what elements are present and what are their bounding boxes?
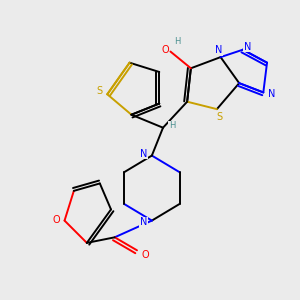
Text: H: H bbox=[169, 122, 176, 130]
Text: N: N bbox=[140, 218, 147, 227]
Text: S: S bbox=[217, 112, 223, 122]
Text: O: O bbox=[161, 45, 169, 55]
Text: N: N bbox=[140, 149, 147, 159]
Text: O: O bbox=[52, 215, 60, 225]
Text: N: N bbox=[215, 45, 222, 56]
Text: O: O bbox=[141, 250, 149, 260]
Text: H: H bbox=[174, 37, 180, 46]
Text: N: N bbox=[244, 42, 251, 52]
Text: S: S bbox=[97, 86, 103, 96]
Text: N: N bbox=[268, 89, 275, 99]
